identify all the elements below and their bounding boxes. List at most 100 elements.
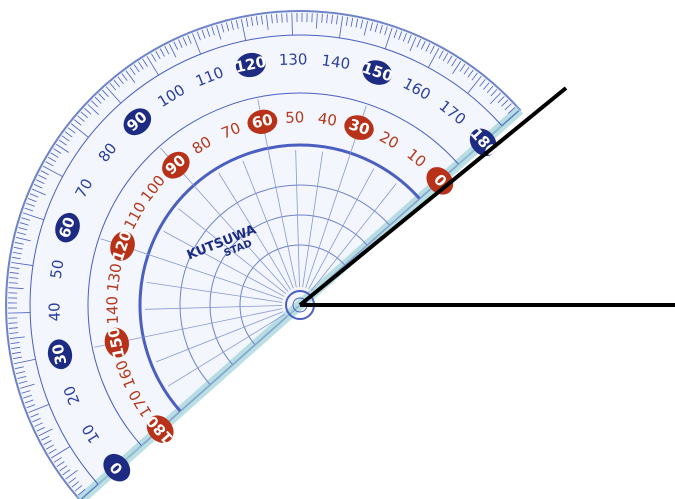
scale-tick — [32, 417, 41, 423]
scale-tick — [407, 34, 412, 44]
radial-line — [310, 183, 397, 292]
scale-tick — [78, 488, 86, 496]
scale-tick — [45, 161, 54, 167]
label-badge — [344, 115, 374, 140]
scale-tick — [221, 23, 225, 33]
angle-arm — [298, 86, 568, 307]
scale-tick — [409, 36, 417, 51]
scale-tick — [33, 184, 43, 189]
scale-label: 30 — [346, 115, 371, 139]
scale-tick — [206, 28, 211, 37]
scale-tick — [8, 282, 18, 284]
scale-tick — [45, 444, 55, 450]
scale-tick — [393, 29, 398, 39]
scale-tick — [497, 96, 505, 104]
label-badge — [104, 327, 129, 358]
scale-tick — [196, 31, 201, 41]
scale-tick — [192, 33, 201, 55]
label-badge — [146, 415, 174, 443]
scale-tick — [291, 13, 293, 36]
scale-tick — [508, 107, 516, 114]
scale-tick — [14, 366, 24, 370]
scale-tick — [384, 26, 388, 36]
scale-tick — [428, 47, 440, 68]
scale-label: 60 — [55, 215, 79, 240]
scale-tick — [47, 156, 57, 163]
scale-tick — [12, 251, 22, 255]
scale-tick — [230, 21, 234, 31]
radial-line — [146, 281, 283, 303]
scale-tick — [245, 17, 249, 27]
radial-line — [308, 168, 375, 290]
scale-tick — [447, 55, 453, 64]
scale-label: 50 — [285, 108, 305, 127]
scale-label: 150 — [104, 326, 128, 360]
scale-tick — [146, 56, 159, 76]
scale-tick — [339, 16, 344, 38]
scale-tick — [84, 107, 92, 115]
scale-tick — [105, 86, 122, 104]
scale-tick — [451, 58, 457, 67]
scale-tick — [276, 13, 278, 23]
scale-tick — [321, 13, 323, 23]
scale-tick — [360, 19, 364, 29]
scale-tick — [53, 457, 62, 463]
scale-tick — [17, 375, 27, 379]
scale-tick — [129, 67, 136, 76]
scale-tick — [350, 17, 354, 27]
scale-label: 130 — [104, 262, 126, 293]
scale-tick — [483, 82, 490, 90]
label-badge — [162, 151, 190, 179]
scale-tick — [8, 327, 18, 329]
scale-tick — [363, 20, 369, 36]
scale-label: 40 — [317, 109, 339, 130]
scale-tick — [486, 85, 494, 93]
scale-tick — [11, 261, 33, 266]
scale-tick — [501, 110, 519, 127]
scale-tick — [151, 53, 157, 62]
scale-tick — [164, 46, 170, 55]
scale-tick — [479, 79, 486, 87]
scale-label: 30 — [49, 342, 71, 366]
scale-arc — [87, 92, 459, 447]
scale-tick — [226, 22, 230, 32]
scale-tick — [429, 45, 435, 54]
scale-tick — [19, 222, 29, 226]
scale-tick — [109, 83, 117, 91]
scale-tick — [51, 446, 71, 459]
scale-tick — [9, 272, 19, 274]
scale-tick — [113, 79, 120, 88]
scale-tick — [459, 63, 466, 72]
scale-label: 40 — [45, 302, 64, 322]
scale-tick — [12, 356, 22, 360]
scale-tick — [178, 39, 183, 48]
label-badge — [103, 453, 131, 482]
label-badge — [110, 231, 135, 261]
scale-tick — [20, 383, 35, 389]
label-badge — [247, 109, 278, 134]
scale-tick — [379, 24, 383, 34]
scale-tick — [8, 322, 18, 324]
radial-line — [242, 160, 294, 289]
scale-tick — [62, 469, 71, 476]
scale-label: 120 — [233, 53, 267, 77]
scale-tick — [355, 18, 359, 28]
scale-tick — [56, 143, 69, 153]
scale-tick — [425, 43, 431, 52]
scale-tick — [21, 217, 31, 221]
scale-tick — [81, 483, 99, 499]
scale-tick — [255, 16, 259, 26]
scale-tick — [331, 14, 333, 24]
scale-tick — [31, 188, 46, 196]
scale-tick — [8, 312, 31, 314]
scale-tick — [70, 123, 89, 138]
scale-tick — [155, 50, 161, 60]
scale-tick — [452, 61, 462, 74]
scale-tick — [240, 18, 247, 41]
scale-tick — [58, 139, 67, 146]
scale-tick — [133, 64, 140, 73]
scale-tick — [40, 170, 49, 176]
label-badge — [362, 60, 393, 85]
scale-tick — [65, 469, 78, 480]
scale-tick — [15, 236, 31, 242]
